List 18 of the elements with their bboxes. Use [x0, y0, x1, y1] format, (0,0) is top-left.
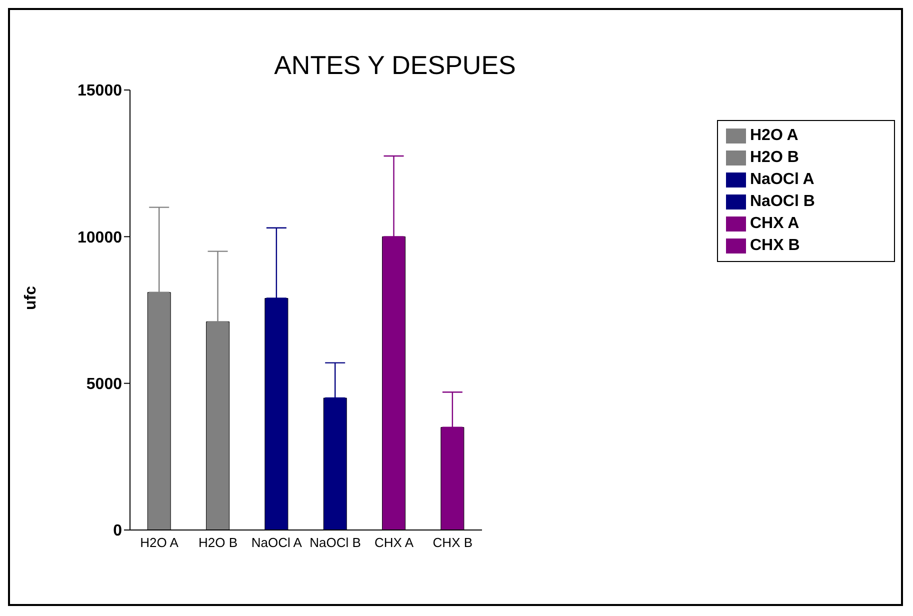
legend-label: CHX A [750, 215, 800, 232]
y-tick-label: 15000 [78, 82, 122, 100]
x-tick-label: H2O B [198, 535, 238, 550]
y-tick-label: 10000 [78, 229, 122, 246]
legend-label: H2O A [750, 127, 798, 144]
legend-label: NaOCl B [750, 193, 815, 210]
y-tick-label: 0 [113, 522, 122, 540]
legend-label: CHX B [750, 237, 800, 254]
legend-label: H2O B [750, 149, 799, 166]
y-axis-title: ufc [22, 286, 40, 310]
chart-title: ANTES Y DESPUES [273, 50, 517, 81]
x-tick-label: NaOCl B [310, 535, 361, 550]
x-tick-label: H2O A [140, 535, 179, 550]
x-tick-label: CHX A [374, 535, 414, 550]
x-tick-label: NaOCl A [251, 535, 302, 550]
x-tick-label: CHX B [432, 535, 473, 550]
legend-label: NaOCl A [750, 171, 814, 188]
y-tick-label: 5000 [86, 376, 122, 394]
